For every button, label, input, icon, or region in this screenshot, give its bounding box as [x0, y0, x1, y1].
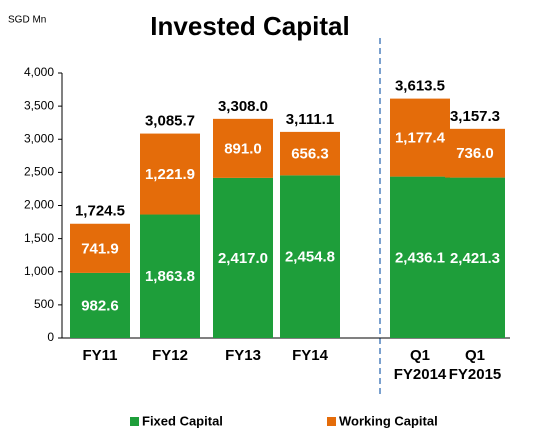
- y-tick-label: 3,500: [24, 98, 54, 112]
- segment-label: 982.6: [81, 297, 119, 314]
- segment-label: 2,436.1: [395, 249, 445, 266]
- x-tick-label: FY14: [292, 347, 328, 364]
- y-tick-label: 3,000: [24, 131, 54, 145]
- legend-label: Working Capital: [339, 413, 438, 428]
- y-tick-label: 1,000: [24, 264, 54, 278]
- bar-segment: [140, 214, 200, 338]
- y-tick-label: 4,000: [24, 65, 54, 79]
- unit-label: SGD Mn: [8, 15, 46, 26]
- bar-segment: [213, 118, 273, 178]
- segment-label: 1,177.4: [395, 130, 446, 147]
- bar-segment: [140, 133, 200, 215]
- segment-label: 2,421.3: [450, 250, 500, 267]
- bar-segment: [280, 131, 340, 176]
- bar-segment: [280, 175, 340, 338]
- y-tick-label: 0: [47, 330, 54, 344]
- bar-segment: [70, 272, 130, 338]
- y-tick-label: 500: [34, 297, 54, 311]
- x-tick-label: FY13: [225, 347, 261, 364]
- y-tick-label: 1,500: [24, 231, 54, 245]
- bar-segment: [70, 223, 130, 273]
- segment-label: 2,454.8: [285, 249, 335, 266]
- y-tick-label: 2,000: [24, 198, 54, 212]
- total-label: 3,157.3: [450, 108, 500, 125]
- bar-segment: [390, 98, 450, 177]
- legend-swatch: [327, 417, 336, 426]
- bar-segment: [445, 177, 505, 338]
- total-label: 3,111.1: [286, 111, 334, 128]
- total-label: 3,613.5: [395, 78, 445, 95]
- segment-label: 2,417.0: [218, 250, 268, 267]
- segment-label: 1,863.8: [145, 268, 195, 285]
- segment-label: 891.0: [224, 140, 262, 157]
- legend-swatch: [130, 417, 139, 426]
- x-tick-label: FY11: [82, 347, 118, 364]
- total-label: 3,085.7: [145, 113, 195, 130]
- total-label: 1,724.5: [75, 203, 125, 220]
- total-label: 3,308.0: [218, 98, 268, 115]
- bar-segment: [390, 176, 450, 338]
- segment-label: 1,221.9: [145, 166, 195, 183]
- segment-label: 656.3: [291, 146, 329, 163]
- chart-title: Invested Capital: [150, 11, 349, 41]
- segment-label: 736.0: [456, 145, 494, 162]
- segment-label: 741.9: [81, 240, 119, 257]
- bar-segment: [213, 177, 273, 338]
- y-tick-label: 2,500: [24, 165, 54, 179]
- bar-segment: [445, 128, 505, 178]
- legend-label: Fixed Capital: [142, 413, 223, 428]
- x-tick-label: Q1 FY2014: [393, 347, 447, 383]
- x-tick-label: FY12: [152, 347, 188, 364]
- x-tick-label: Q1 FY2015: [448, 347, 502, 383]
